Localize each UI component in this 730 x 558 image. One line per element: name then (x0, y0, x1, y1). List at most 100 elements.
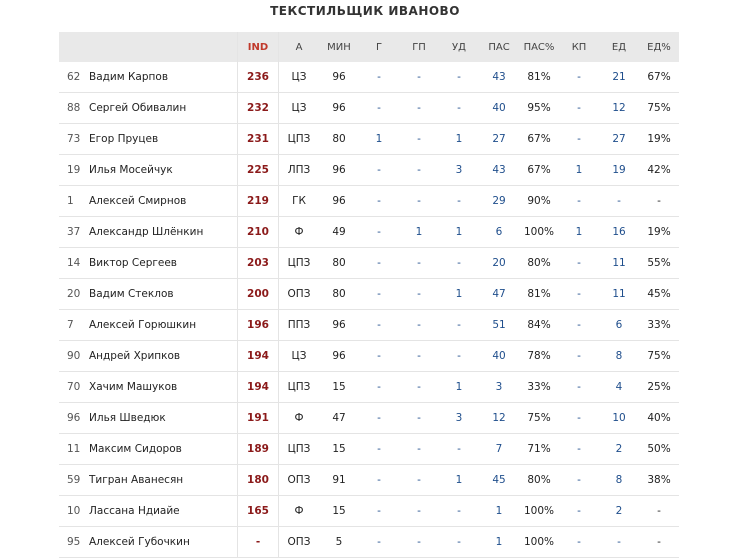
table-row[interactable]: 1 Алексей Смирнов 219 ГК 96- - -29 90% - - - (59, 185, 679, 217)
table-row[interactable]: 10 Лассана Ндиайе 165 Ф 15- - -1 100% -2- (59, 495, 679, 527)
table-row[interactable]: 96 Илья Шведюк 191 Ф 47- -3 12 75% -10 40% (59, 402, 679, 434)
table-row[interactable]: 95 Алексей Губочкин - ОПЗ 5- - -1 100% - - - (59, 526, 679, 558)
player-goals: - (359, 309, 399, 341)
table-row[interactable]: 73 Егор Пруцев 231 ЦПЗ 80 1-1 27 67% -27 19% (59, 123, 679, 155)
player-name[interactable]: Тигран Аванесян (89, 464, 238, 496)
player-minutes: 80 (319, 278, 359, 310)
player-key-passes: - (559, 278, 599, 310)
player-pass-pct: 81% (519, 278, 559, 310)
table-row[interactable]: 14 Виктор Сергеев 203 ЦПЗ 80- - -20 80% -11 55% (59, 247, 679, 279)
player-shots: - (439, 495, 479, 527)
player-key-passes: - (559, 371, 599, 403)
player-name[interactable]: Сергей Обивалин (89, 92, 238, 124)
player-shots: 3 (439, 154, 479, 186)
table-row[interactable]: 90 Андрей Хрипков 194 ЦЗ 96- - -40 78% -8 75% (59, 340, 679, 372)
player-index: 219 (237, 185, 279, 217)
player-pass-pct: 95% (519, 92, 559, 124)
player-passes: 43 (479, 62, 519, 93)
player-shots: 1 (439, 216, 479, 248)
player-number: 95 (59, 526, 89, 558)
player-goals: - (359, 464, 399, 496)
player-name[interactable]: Илья Шведюк (89, 402, 238, 434)
player-position: ОПЗ (278, 526, 319, 558)
player-position: ЦЗ (278, 62, 319, 93)
table-row[interactable]: 59 Тигран Аванесян 180 ОПЗ 91- -1 45 80% -8 38% (59, 464, 679, 496)
table-row[interactable]: 20 Вадим Стеклов 200 ОПЗ 80- -1 47 81% -11 45% (59, 278, 679, 310)
table-row[interactable]: 11 Максим Сидоров 189 ЦПЗ 15- - -7 71% -2 50% (59, 433, 679, 465)
col-header-passes[interactable]: ПАС (479, 32, 519, 62)
col-header-position[interactable]: А (278, 32, 319, 62)
col-header-assists[interactable]: ГП (399, 32, 439, 62)
col-header-key-passes[interactable]: КП (559, 32, 599, 62)
player-assists: - (399, 154, 439, 186)
player-name[interactable]: Алексей Горюшкин (89, 309, 238, 341)
player-passes: 40 (479, 92, 519, 124)
player-key-passes: 1 (559, 216, 599, 248)
player-pass-pct: 80% (519, 464, 559, 496)
player-key-passes: 1 (559, 154, 599, 186)
col-header-ind[interactable]: IND (237, 32, 279, 62)
player-number: 10 (59, 495, 89, 527)
player-duel-pct: 19% (639, 216, 679, 248)
player-name[interactable]: Вадим Стеклов (89, 278, 238, 310)
player-position: ОПЗ (278, 464, 319, 496)
player-name[interactable]: Вадим Карпов (89, 62, 238, 93)
player-index: 232 (237, 92, 279, 124)
player-pass-pct: 84% (519, 309, 559, 341)
player-position: Ф (278, 402, 319, 434)
player-name[interactable]: Хачим Машуков (89, 371, 238, 403)
player-duel-pct: 33% (639, 309, 679, 341)
player-name[interactable]: Лассана Ндиайе (89, 495, 238, 527)
player-minutes: 91 (319, 464, 359, 496)
col-header-minutes[interactable]: МИН (319, 32, 359, 62)
player-minutes: 47 (319, 402, 359, 434)
player-pass-pct: 100% (519, 216, 559, 248)
player-assists: - (399, 309, 439, 341)
player-name[interactable]: Александр Шлёнкин (89, 216, 238, 248)
player-number: 11 (59, 433, 89, 465)
player-number: 73 (59, 123, 89, 155)
player-name[interactable]: Алексей Губочкин (89, 526, 238, 558)
player-pass-pct: 71% (519, 433, 559, 465)
player-passes: 43 (479, 154, 519, 186)
player-shots: - (439, 247, 479, 279)
table-row[interactable]: 62 Вадим Карпов 236 ЦЗ 96- - -43 81% -21 67% (59, 62, 679, 93)
player-duel-pct: 25% (639, 371, 679, 403)
player-key-passes: - (559, 464, 599, 496)
col-header-duel-pct[interactable]: ЕД% (639, 32, 679, 62)
player-name[interactable]: Егор Пруцев (89, 123, 238, 155)
player-name[interactable]: Виктор Сергеев (89, 247, 238, 279)
player-minutes: 15 (319, 495, 359, 527)
player-pass-pct: 100% (519, 526, 559, 558)
table-row[interactable]: 88 Сергей Обивалин 232 ЦЗ 96- - -40 95% -12 75% (59, 92, 679, 124)
player-number: 7 (59, 309, 89, 341)
player-index: 180 (237, 464, 279, 496)
player-pass-pct: 90% (519, 185, 559, 217)
player-duels: 10 (599, 402, 639, 434)
player-name[interactable]: Андрей Хрипков (89, 340, 238, 372)
table-row[interactable]: 19 Илья Мосейчук 225 ЛПЗ 96- -3 43 67% 1 19 42% (59, 154, 679, 186)
col-header-pass-pct[interactable]: ПАС% (519, 32, 559, 62)
player-shots: - (439, 340, 479, 372)
player-shots: - (439, 185, 479, 217)
table-row[interactable]: 37 Александр Шлёнкин 210 Ф 49-1 1 6 100% 1 16 19% (59, 216, 679, 248)
player-index: 210 (237, 216, 279, 248)
player-pass-pct: 80% (519, 247, 559, 279)
player-number: 70 (59, 371, 89, 403)
col-header-goals[interactable]: Г (359, 32, 399, 62)
col-header-shots[interactable]: УД (439, 32, 479, 62)
player-minutes: 96 (319, 340, 359, 372)
player-index: 231 (237, 123, 279, 155)
player-name[interactable]: Максим Сидоров (89, 433, 238, 465)
player-number: 96 (59, 402, 89, 434)
table-row[interactable]: 7 Алексей Горюшкин 196 ППЗ 96- - -51 84% -6 33% (59, 309, 679, 341)
player-duels: 11 (599, 278, 639, 310)
col-number-header (59, 32, 89, 62)
col-header-duels[interactable]: ЕД (599, 32, 639, 62)
player-duel-pct: 50% (639, 433, 679, 465)
player-position: Ф (278, 216, 319, 248)
player-name[interactable]: Алексей Смирнов (89, 185, 238, 217)
table-row[interactable]: 70 Хачим Машуков 194 ЦПЗ 15- -1 3 33% -4 25% (59, 371, 679, 403)
player-assists: - (399, 340, 439, 372)
player-name[interactable]: Илья Мосейчук (89, 154, 238, 186)
